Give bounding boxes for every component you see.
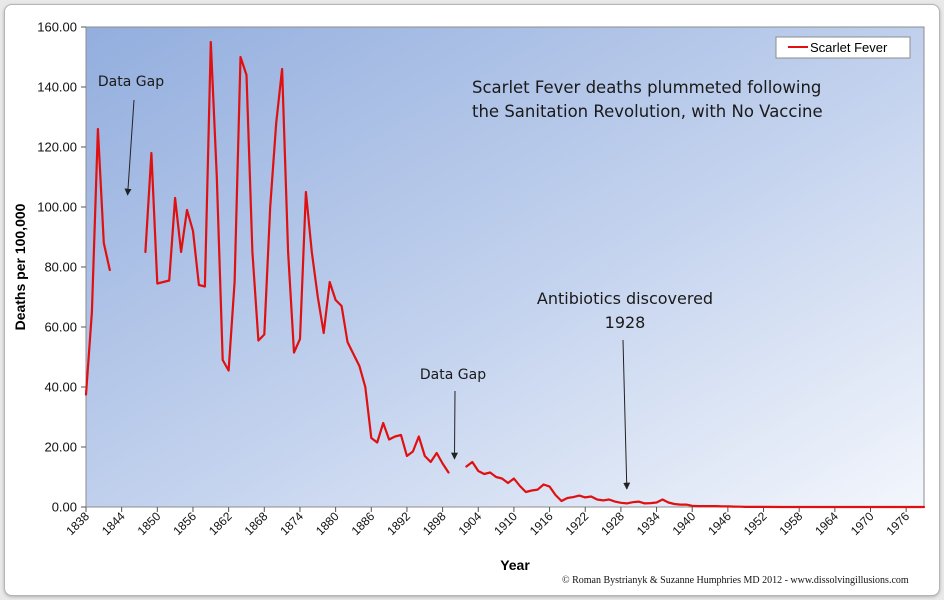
x-tick-label: 1928 — [598, 509, 627, 538]
x-tick-label: 1862 — [206, 509, 235, 538]
x-tick-label: 1874 — [277, 509, 306, 538]
series-line-segment — [144, 40, 450, 474]
x-tick-label: 1976 — [884, 509, 913, 538]
y-tick-label: 40.00 — [44, 380, 77, 395]
series-line-segment — [465, 460, 926, 509]
x-tick-label: 1916 — [527, 509, 556, 538]
series-lines — [84, 40, 926, 509]
data-gap-arrow — [451, 390, 459, 460]
data-gap-arrow — [124, 99, 135, 196]
y-tick-label: 160.00 — [37, 20, 77, 35]
x-axis-label: Year — [500, 557, 530, 573]
x-tick-label: 1910 — [491, 509, 520, 538]
data-gap-label: Data Gap — [420, 367, 486, 383]
x-tick-label: 1886 — [349, 509, 378, 538]
x-tick-label: 1946 — [705, 509, 734, 538]
x-tick-label: 1880 — [313, 509, 342, 538]
series-line-segment — [84, 127, 111, 396]
headline-line: Scarlet Fever deaths plummeted following — [472, 78, 821, 97]
legend-box — [775, 36, 911, 59]
y-tick-label: 60.00 — [44, 320, 77, 335]
x-tick-label: 1904 — [456, 509, 485, 538]
y-tick-label: 80.00 — [44, 260, 77, 275]
x-tick-label: 1940 — [670, 509, 699, 538]
antibiotics-label: Antibiotics discovered — [537, 289, 713, 308]
y-axis-label: Deaths per 100,000 — [12, 203, 28, 330]
y-tick-label: 120.00 — [37, 140, 77, 155]
x-axis: 1838 1844 1850 1856 1862 1868 1874 1880 1886 1892… — [63, 507, 913, 538]
x-tick-label: 1892 — [384, 509, 413, 538]
y-tick-label: 20.00 — [44, 440, 77, 455]
x-tick-label: 1856 — [170, 509, 199, 538]
y-tick-label: 0.00 — [52, 500, 77, 515]
antibiotics-arrow — [622, 339, 631, 490]
legend: Scarlet Fever — [775, 36, 911, 59]
legend-label: Scarlet Fever — [810, 40, 888, 55]
data-gap-label: Data Gap — [98, 74, 164, 90]
y-tick-label: 140.00 — [37, 80, 77, 95]
plot-area — [85, 26, 925, 508]
x-tick-label: 1958 — [777, 509, 806, 538]
x-tick-label: 1970 — [848, 509, 877, 538]
x-tick-label: 1850 — [135, 509, 164, 538]
x-tick-label: 1952 — [741, 509, 770, 538]
x-tick-label: 1934 — [634, 509, 663, 538]
x-tick-label: 1868 — [242, 509, 271, 538]
annotations: Data Gap Data Gap Scarlet Fever deaths plu… — [98, 74, 823, 490]
headline-line: the Sanitation Revolution, with No Vacci… — [472, 102, 823, 121]
y-tick-label: 100.00 — [37, 200, 77, 215]
x-tick-label: 1844 — [99, 509, 128, 538]
y-axis: 0.00 20.00 40.00 60.00 80.00 100.00 120.00 140.… — [37, 20, 86, 515]
antibiotics-label: 1928 — [605, 313, 646, 332]
copyright-text: © Roman Bystrianyk & Suzanne Humphries M… — [562, 575, 909, 586]
x-tick-label: 1964 — [812, 509, 841, 538]
x-tick-label: 1898 — [420, 509, 449, 538]
x-tick-label: 1922 — [563, 509, 592, 538]
